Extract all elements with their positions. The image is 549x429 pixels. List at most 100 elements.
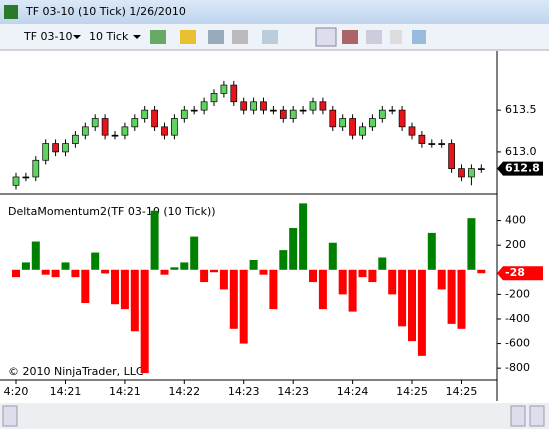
bar [180,262,189,270]
strategies-button[interactable] [366,30,382,44]
candle-body [200,101,208,111]
y-tick-label: 613.0 [505,145,537,158]
price-marker-label: -28 [505,266,525,279]
bar [51,269,60,278]
x-tick-label: 14:21 [109,385,141,398]
dropdown-arrow[interactable] [133,35,141,39]
scroll-right[interactable] [529,405,545,427]
bar [388,269,397,295]
candle-body [408,126,416,136]
instrument-dropdown[interactable]: TF 03-10 [23,30,73,43]
candle-body [180,109,188,119]
chart-style-button[interactable] [150,30,166,44]
bar [130,269,139,332]
candle-body [22,176,30,179]
candle-body [161,126,168,136]
bar [328,242,337,270]
interval-dropdown[interactable]: 10 Tick [89,30,129,43]
candle-body [230,84,238,103]
draw-tool-button[interactable] [180,30,196,44]
candle-body [91,118,99,128]
candle-body [468,168,475,178]
bar [111,269,119,305]
candle-body [319,101,327,111]
candle-body [81,126,89,136]
scroll-left[interactable] [2,405,18,427]
y-tick-label: -400 [505,312,530,325]
bar [309,269,317,283]
candle-body [289,109,297,119]
candle-body [111,134,119,137]
bar [91,252,100,270]
window-button[interactable] [412,30,426,44]
bar [229,269,238,329]
cursor-button[interactable] [262,30,278,44]
candle-body [359,126,366,136]
candle-body [101,118,109,136]
candle-body [141,109,149,119]
candle-body [398,109,406,128]
candle-body [369,118,376,128]
bar [12,269,20,278]
zoom-out-button[interactable] [232,30,248,44]
candle-body [190,109,198,112]
scrollbar[interactable] [0,403,549,429]
bar [61,262,70,270]
zoom-in-button[interactable] [208,30,224,44]
candle-body [349,118,356,136]
candle-body [270,109,277,112]
candle-body [12,176,20,186]
bar [437,269,446,290]
candle-body [210,93,218,103]
bar [101,269,110,274]
candle-body [418,134,426,144]
candle-body [299,109,307,112]
y-tick-label: -600 [505,337,530,350]
candle-body [279,109,287,119]
properties-button[interactable] [390,30,402,44]
bar [120,269,129,310]
y-tick-label: 613.5 [505,103,537,116]
candle-body [240,101,248,111]
price-marker-label: 612.8 [505,162,540,175]
candle-body [438,143,446,145]
candle-body [448,143,455,169]
candle-body [477,168,485,170]
bar [140,269,149,374]
bar [219,269,228,290]
bar [427,232,436,270]
indicators-button[interactable] [342,30,358,44]
data-box-button[interactable] [315,27,337,47]
candle-body [260,101,267,111]
bar [21,262,30,270]
bar [160,269,169,275]
candle-body [131,118,139,128]
window-title: TF 03-10 (10 Tick) 1/26/2010 [25,5,186,18]
chart-area [0,51,549,401]
scroll-thumb[interactable] [510,405,526,427]
bar [467,218,476,270]
bar [368,269,377,283]
bar [81,269,90,303]
y-tick-label: -200 [505,287,530,300]
candle-body [52,143,59,153]
x-tick-label: 14:25 [446,385,478,398]
bar [210,269,218,273]
indicator-label: DeltaMomentum2(TF 03-10 (10 Tick)) [8,205,216,218]
bar [279,250,288,270]
toolbar-icons[interactable] [150,27,426,47]
x-tick-label: 14:24 [337,385,369,398]
bar [408,269,416,342]
bar [338,269,347,295]
bar [289,227,298,270]
candle-body [220,84,228,94]
x-tick-label: 14:23 [228,385,260,398]
bar [259,269,268,275]
bar [249,259,258,270]
candle-body [151,109,158,128]
bar [299,203,308,270]
bar [150,210,159,270]
dropdown-arrow[interactable] [73,35,81,39]
bar [71,269,80,278]
